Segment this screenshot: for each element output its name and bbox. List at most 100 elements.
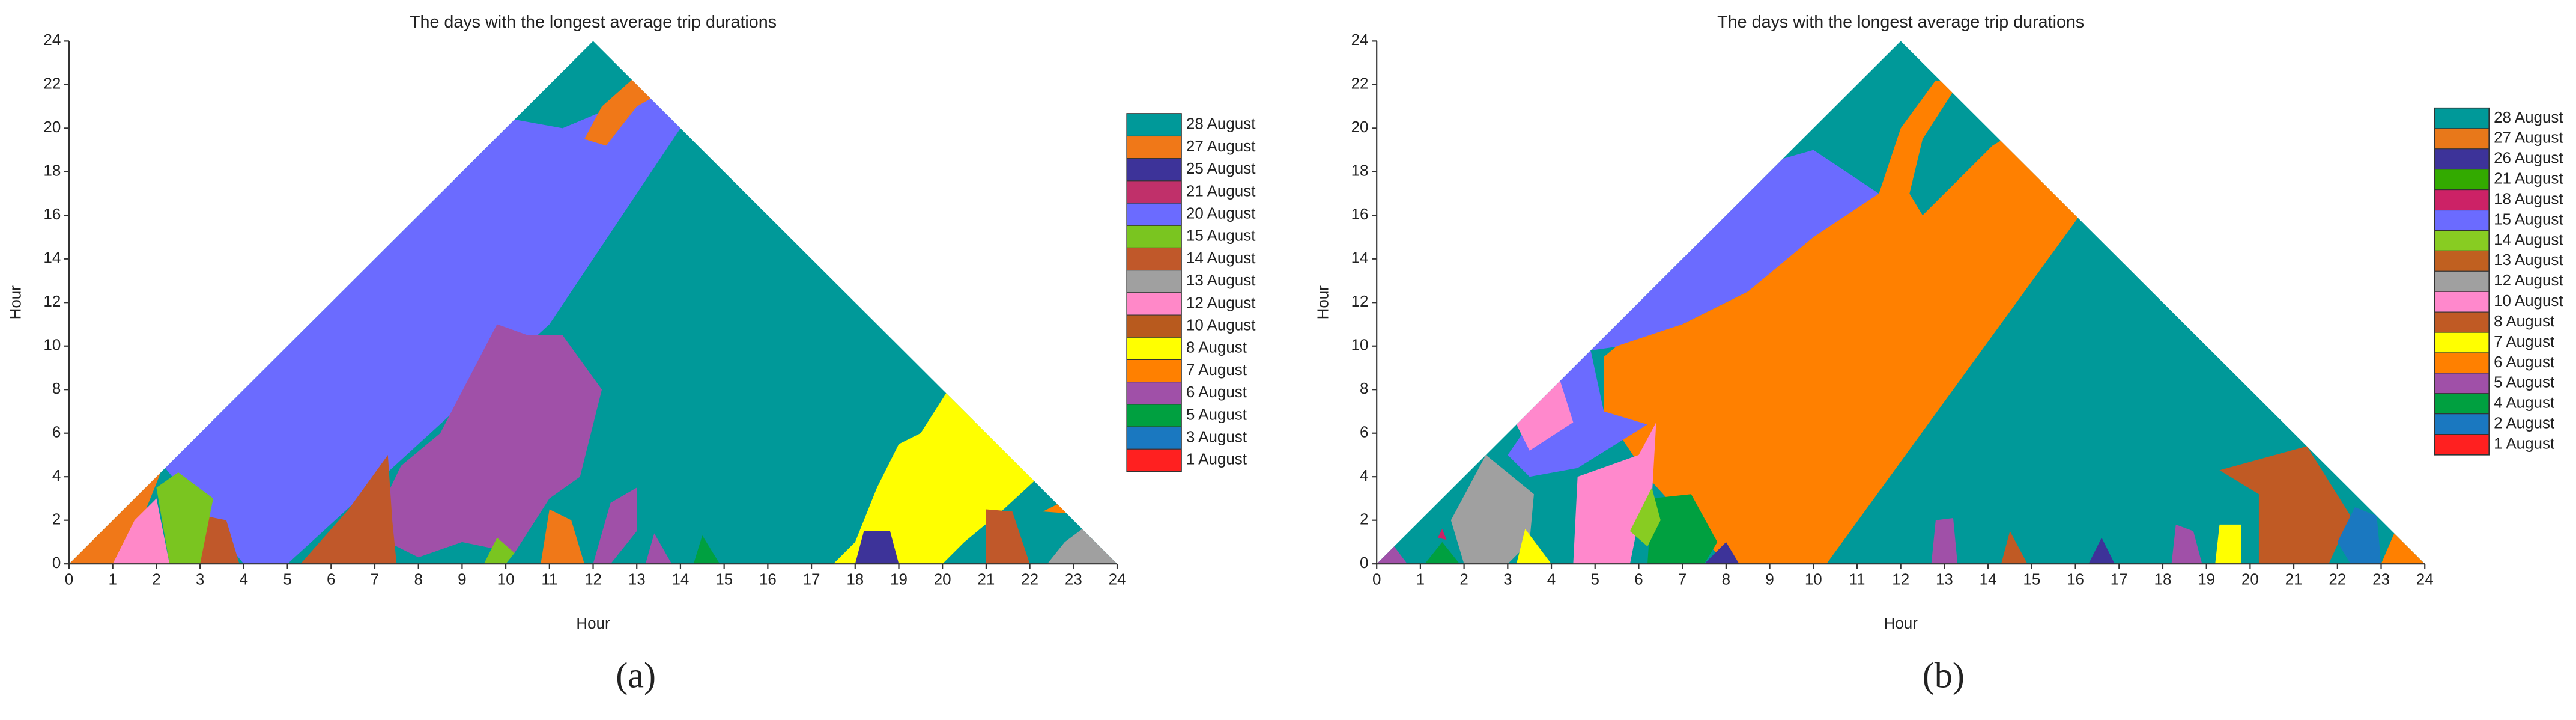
y-tick-label: 6 — [1360, 423, 1368, 441]
y-tick-label: 14 — [1351, 249, 1369, 267]
legend-swatch — [2434, 291, 2490, 313]
legend-label: 15 August — [2494, 210, 2563, 228]
region — [2219, 446, 2351, 564]
legend-swatch — [2434, 332, 2490, 353]
region — [69, 472, 161, 564]
y-tick-label: 14 — [43, 249, 61, 267]
legend-label: 27 August — [2494, 129, 2563, 147]
legend-swatch — [2434, 148, 2490, 170]
legend-swatch — [2434, 108, 2490, 129]
y-tick-label: 22 — [43, 75, 61, 93]
x-tick-label: 6 — [327, 570, 335, 588]
y-tick-label: 0 — [52, 554, 61, 572]
legend-swatch — [1126, 382, 1182, 405]
x-tick-label: 6 — [1634, 570, 1643, 588]
legend: 28 August 27 August 25 August 21 August 20 A… — [1126, 113, 1256, 472]
region — [1604, 80, 2080, 564]
x-tick-label: 7 — [1678, 570, 1687, 588]
chart-title: The days with the longest average trip d… — [410, 13, 777, 32]
region — [1437, 529, 1447, 540]
legend-label: 14 August — [2494, 230, 2563, 248]
y-tick-label: 2 — [1360, 510, 1368, 528]
chart-title: The days with the longest average trip d… — [1717, 13, 2084, 32]
legend-swatch — [1126, 270, 1182, 293]
x-tick-label: 19 — [890, 570, 908, 588]
legend-swatch — [1126, 292, 1182, 316]
x-tick-label: 8 — [1722, 570, 1730, 588]
y-tick-label: 4 — [1360, 466, 1368, 484]
legend-label: 18 August — [2494, 189, 2563, 207]
region — [1629, 487, 1661, 547]
legend-label: 1 August — [2494, 434, 2555, 452]
legend-swatch — [1126, 113, 1182, 137]
legend-label: 28 August — [1186, 115, 1256, 133]
legend-swatch — [2434, 311, 2490, 333]
regions — [1377, 80, 2425, 564]
x-tick-label: 21 — [2285, 570, 2303, 588]
region — [2381, 533, 2425, 564]
x-tick-label: 1 — [1416, 570, 1425, 588]
x-tick-label: 13 — [1936, 570, 1953, 588]
legend-label: 13 August — [1186, 271, 1256, 289]
x-tick-label: 5 — [1591, 570, 1599, 588]
caption: (a) — [616, 655, 656, 695]
caption: (b) — [1923, 655, 1965, 695]
legend-label: 5 August — [2494, 373, 2555, 391]
x-tick-label: 10 — [497, 570, 515, 588]
x-tick-label: 11 — [541, 570, 557, 588]
region — [2088, 537, 2115, 564]
y-tick-label: 16 — [43, 205, 61, 223]
legend-label: 21 August — [2494, 169, 2563, 188]
y-tick-label: 4 — [52, 466, 61, 484]
x-tick-label: 14 — [672, 570, 689, 588]
legend-swatch — [1126, 180, 1182, 204]
legend-label: 13 August — [2494, 251, 2563, 269]
x-tick-label: 0 — [65, 570, 73, 588]
region — [165, 93, 680, 564]
legend-label: 21 August — [1186, 182, 1256, 200]
region — [1377, 546, 1408, 564]
x-tick-label: 2 — [1459, 570, 1468, 588]
legend-swatch — [2434, 230, 2490, 251]
legend-swatch — [2434, 270, 2490, 292]
y-tick-label: 10 — [1351, 336, 1369, 354]
x-tick-label: 14 — [1980, 570, 1997, 588]
y-tick-label: 2 — [52, 510, 61, 528]
x-tick-label: 18 — [846, 570, 864, 588]
x-tick-label: 16 — [759, 570, 777, 588]
region — [1508, 350, 1647, 477]
legend-label: 7 August — [1186, 361, 1247, 379]
y-tick-label: 20 — [1351, 118, 1369, 136]
x-tick-label: 3 — [196, 570, 204, 588]
region — [1516, 380, 1574, 451]
legend-swatch — [2434, 210, 2490, 231]
legend-label: 2 August — [2494, 414, 2555, 432]
y-axis-label: Hour — [1314, 285, 1332, 320]
x-tick-label: 10 — [1805, 570, 1822, 588]
region — [1590, 150, 1879, 350]
x-tick-label: 18 — [2154, 570, 2172, 588]
legend-label: 10 August — [2494, 291, 2563, 310]
y-tick-label: 16 — [1351, 205, 1369, 223]
legend-swatch — [2434, 189, 2490, 211]
x-tick-label: 24 — [1109, 570, 1126, 588]
y-tick-label: 18 — [43, 162, 61, 180]
region — [2001, 531, 2028, 564]
legend-label: 4 August — [2494, 394, 2555, 412]
region — [1073, 507, 1091, 520]
region — [1425, 542, 1460, 564]
region — [1047, 529, 1118, 564]
legend-swatch — [2434, 373, 2490, 394]
x-tick-label: 17 — [803, 570, 820, 588]
y-tick-label: 8 — [1360, 379, 1368, 397]
y-axis-label: Hour — [6, 285, 24, 320]
y-tick-label: 12 — [43, 292, 61, 310]
legend-label: 6 August — [1186, 383, 1247, 401]
y-tick-label: 22 — [1351, 75, 1369, 93]
region — [693, 535, 720, 564]
y-tick-label: 18 — [1351, 162, 1369, 180]
x-tick-label: 9 — [1765, 570, 1774, 588]
legend-label: 8 August — [2494, 312, 2555, 330]
